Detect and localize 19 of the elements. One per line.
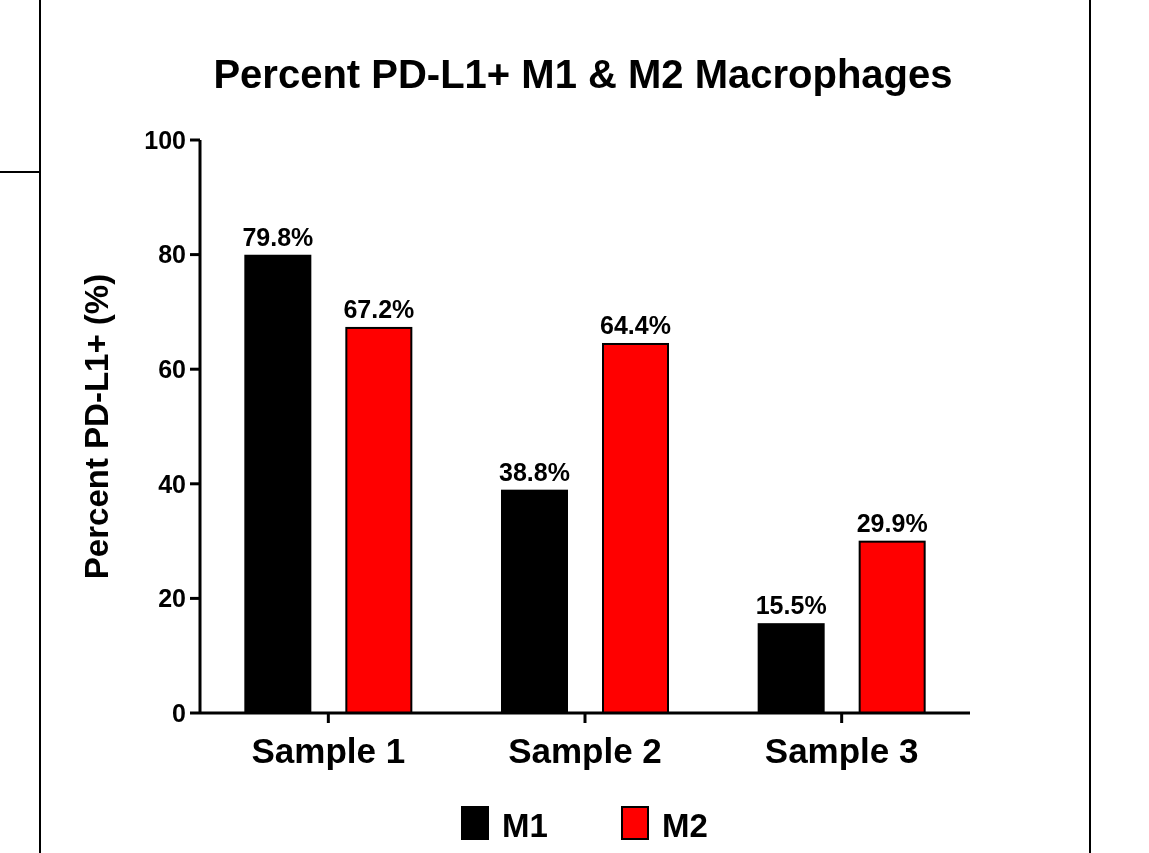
- legend-label: M2: [662, 806, 708, 844]
- y-tick-label: 20: [158, 584, 186, 613]
- y-tick-label: 60: [158, 354, 186, 383]
- y-axis-title: Percent PD-L1+ (%): [78, 273, 115, 580]
- y-tick-label: 0: [172, 698, 186, 727]
- y-tick-label: 100: [144, 125, 186, 154]
- x-tick-label: Sample 3: [764, 731, 919, 770]
- chart-title: Percent PD-L1+ M1 & M2 Macrophages: [213, 52, 953, 96]
- x-tick-label: Sample 2: [508, 731, 662, 770]
- data-label: 29.9%: [856, 508, 928, 537]
- data-label: 38.8%: [499, 457, 570, 486]
- data-label: 15.5%: [755, 591, 827, 620]
- legend-label: M1: [502, 806, 548, 844]
- data-label: 79.8%: [242, 222, 314, 251]
- x-tick-label: Sample 1: [251, 731, 406, 770]
- data-label: 67.2%: [343, 294, 415, 323]
- y-tick-label: 40: [158, 469, 186, 498]
- y-tick-label: 80: [158, 240, 186, 269]
- data-label: 64.4%: [600, 310, 671, 339]
